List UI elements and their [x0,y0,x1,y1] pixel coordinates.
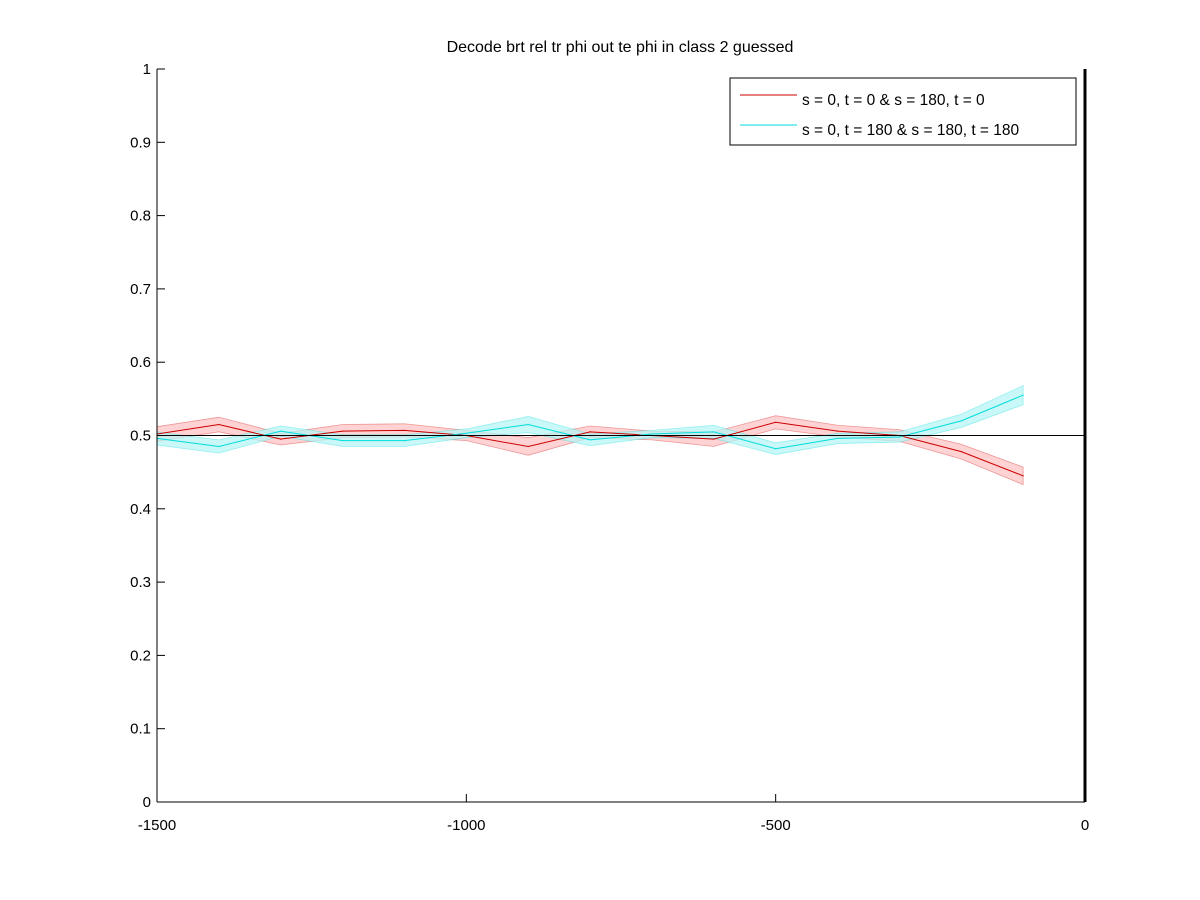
series-1-point [960,451,962,453]
y-axis-ticks: 0 0.1 0.2 0.3 0.4 0.5 0.6 0.7 0.8 0.9 1 [130,61,165,811]
series-1-point [218,423,220,426]
legend: s = 0, t = 0 & s = 180, t = 0 s = 0, t = … [729,77,1077,146]
reference-lines [157,69,1087,802]
x-tick-label: -1500 [138,817,176,834]
y-tick-label: 0.8 [130,208,151,225]
series-2-error-band [156,385,1024,455]
y-tick-label: 0.7 [130,281,151,298]
series-2-point [218,445,220,448]
series-2-point [527,423,529,426]
series-2-point [836,437,839,440]
series-2-point [589,439,591,441]
y-tick-label: 0.3 [130,574,151,591]
y-tick-label: 0.1 [130,721,151,738]
series-1-point [342,430,344,432]
series-2-point [775,448,777,450]
y-tick-label: 0.4 [130,501,151,518]
y-tick-label: 0.5 [130,428,151,445]
series-2-point [713,431,715,433]
x-axis-ticks: -1500 -1000 -500 0 [138,794,1089,834]
series-1-point [403,429,406,431]
series-2-point [960,420,962,422]
series-1-point [836,430,839,432]
error-bands [156,385,1024,486]
series-1-point [713,438,715,440]
y-tick-label: 0.9 [130,134,151,151]
series-1-point [280,438,282,440]
series-1-error-band [156,415,1024,486]
legend-label-1: s = 0, t = 0 & s = 180, t = 0 [802,92,985,109]
series-2-point [898,436,901,438]
series-2-point [280,430,282,432]
legend-box [729,77,1077,146]
y-tick-label: 1 [143,61,151,78]
chart-title: Decode brt rel tr phi out te phi in clas… [447,39,794,56]
series-1-point [589,431,591,433]
series-2-point [465,432,467,434]
series-2-point [342,440,344,442]
y-tick-label: 0.2 [130,647,151,664]
series-2-point [651,433,653,435]
series-1-point [775,421,777,423]
y-tick-label: 0.6 [130,354,151,371]
x-tick-label: -500 [761,817,791,834]
legend-label-2: s = 0, t = 180 & s = 180, t = 180 [802,122,1020,139]
series-2-point [403,440,406,442]
series-2-point [1022,394,1024,396]
series-1-point [1022,475,1024,477]
series-1-point [527,445,529,448]
x-tick-label: 0 [1081,817,1089,834]
y-tick-label: 0 [143,794,151,811]
x-tick-label: -1000 [447,817,485,834]
